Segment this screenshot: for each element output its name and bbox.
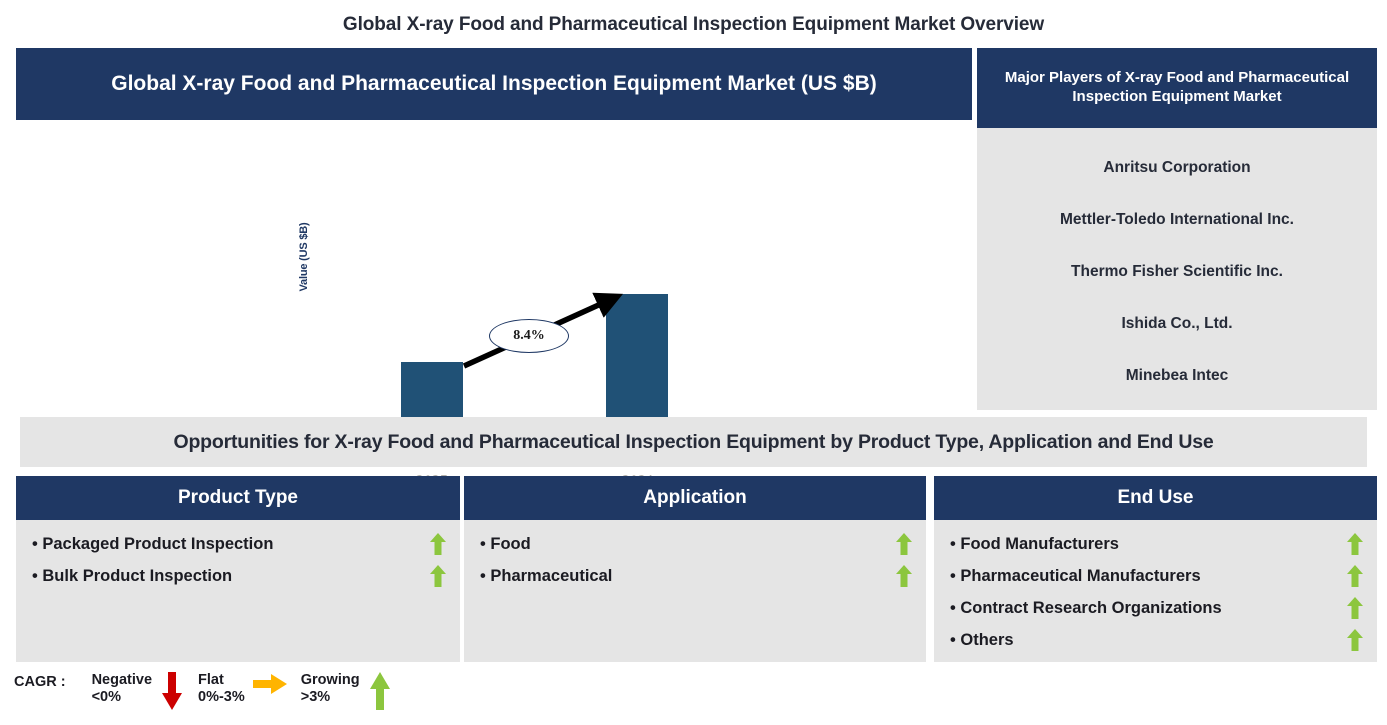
arrow-up-icon	[369, 672, 390, 710]
segment-body-end-use: • Food Manufacturers • Pharmaceutical Ma…	[934, 520, 1377, 662]
cagr-legend-title: CAGR :	[14, 674, 66, 690]
opportunities-banner-label: Opportunities for X-ray Food and Pharmac…	[173, 430, 1214, 453]
list-item: Anritsu Corporation	[1103, 159, 1251, 176]
market-panel-body: Value (US $B) 2025 2031 8.4% Source : Lu…	[16, 120, 972, 523]
cagr-legend-entry-growing: Growing >3%	[301, 672, 392, 710]
cagr-legend-range: <0%	[91, 688, 121, 705]
list-item: Ishida Co., Ltd.	[1121, 315, 1233, 332]
segment-item-label: • Food Manufacturers	[950, 534, 1119, 553]
arrow-up-icon	[1347, 565, 1363, 587]
list-item: Thermo Fisher Scientific Inc.	[1071, 263, 1283, 280]
list-item: • Pharmaceutical	[464, 560, 926, 592]
cagr-legend-entry-negative: Negative <0%	[92, 672, 184, 710]
segment-header-end-use: End Use	[934, 476, 1377, 520]
arrow-up-icon	[1347, 629, 1363, 651]
list-item: • Food Manufacturers	[934, 528, 1377, 560]
major-players-header: Major Players of X-ray Food and Pharmace…	[977, 48, 1377, 128]
market-bar-chart: Value (US $B) 2025 2031 8.4%	[16, 120, 972, 490]
cagr-callout-value: 8.4%	[513, 328, 545, 343]
segment-header-label: Application	[643, 487, 747, 508]
list-item: • Bulk Product Inspection	[16, 560, 460, 592]
list-item: • Packaged Product Inspection	[16, 528, 460, 560]
list-item: • Pharmaceutical Manufacturers	[934, 560, 1377, 592]
list-item: Minebea Intec	[1125, 367, 1229, 384]
major-players-panel: Major Players of X-ray Food and Pharmace…	[977, 48, 1377, 410]
cagr-legend-name: Growing	[300, 672, 360, 688]
cagr-legend-entry-flat: Flat 0%-3%	[198, 672, 287, 710]
cagr-legend-name: Negative	[91, 672, 153, 688]
cagr-legend-name: Flat	[198, 672, 224, 688]
cagr-legend-range: 0%-3%	[198, 688, 245, 705]
cagr-callout-bubble: 8.4%	[489, 319, 569, 353]
chart-y-axis-label: Value (US $B)	[298, 222, 310, 292]
segment-header-label: End Use	[1117, 487, 1194, 508]
segment-body-application: • Food • Pharmaceutical	[464, 520, 926, 662]
opportunities-banner: Opportunities for X-ray Food and Pharmac…	[20, 417, 1367, 467]
segment-item-label: • Others	[950, 630, 1014, 649]
segment-body-product-type: • Packaged Product Inspection • Bulk Pro…	[16, 520, 460, 662]
segment-item-label: • Packaged Product Inspection	[32, 534, 274, 553]
segment-item-label: • Pharmaceutical Manufacturers	[950, 566, 1201, 585]
segment-column-application: Application • Food • Pharmaceutical	[464, 476, 926, 662]
major-players-header-label: Major Players of X-ray Food and Pharmace…	[1004, 69, 1350, 105]
cagr-legend-range: >3%	[300, 688, 331, 705]
list-item: • Food	[464, 528, 926, 560]
market-panel-header-label: Global X-ray Food and Pharmaceutical Ins…	[111, 71, 877, 95]
arrow-up-icon	[430, 565, 446, 587]
arrow-up-icon	[896, 533, 912, 555]
segment-column-end-use: End Use • Food Manufacturers • Pharmaceu…	[934, 476, 1377, 662]
arrow-up-icon	[896, 565, 912, 587]
segment-header-product-type: Product Type	[16, 476, 460, 520]
segment-header-application: Application	[464, 476, 926, 520]
list-item: • Contract Research Organizations	[934, 592, 1377, 624]
list-item: Mettler-Toledo International Inc.	[1060, 211, 1294, 228]
arrow-right-icon	[252, 674, 287, 694]
arrow-up-icon	[1347, 597, 1363, 619]
arrow-up-icon	[1347, 533, 1363, 555]
list-item: • Others	[934, 624, 1377, 656]
market-panel: Global X-ray Food and Pharmaceutical Ins…	[16, 48, 972, 523]
segment-column-product-type: Product Type • Packaged Product Inspecti…	[16, 476, 460, 662]
arrow-up-icon	[430, 533, 446, 555]
segment-item-label: • Bulk Product Inspection	[32, 566, 233, 585]
segment-item-label: • Pharmaceutical	[480, 566, 613, 585]
segment-item-label: • Contract Research Organizations	[950, 598, 1222, 617]
arrow-down-icon	[162, 672, 183, 710]
segment-item-label: • Food	[480, 534, 531, 553]
cagr-legend: CAGR : Negative <0% Flat 0%-3% Growing >…	[14, 672, 406, 716]
major-players-list: Anritsu Corporation Mettler-Toledo Inter…	[977, 128, 1377, 410]
market-panel-header: Global X-ray Food and Pharmaceutical Ins…	[16, 48, 972, 120]
segment-header-label: Product Type	[178, 487, 298, 508]
page-title: Global X-ray Food and Pharmaceutical Ins…	[342, 14, 1045, 35]
